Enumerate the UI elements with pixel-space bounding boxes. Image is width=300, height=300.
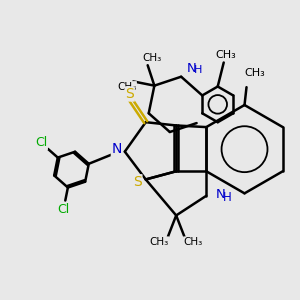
Text: CH₃: CH₃ (215, 50, 236, 59)
Text: N: N (216, 188, 225, 201)
Text: CH₃: CH₃ (184, 237, 203, 247)
Text: CH₃: CH₃ (142, 53, 162, 63)
Text: CH₃: CH₃ (117, 82, 136, 92)
Text: CH₃: CH₃ (149, 237, 169, 247)
Text: N: N (111, 142, 122, 156)
Text: Cl: Cl (35, 136, 47, 149)
Text: Cl: Cl (57, 203, 70, 216)
Text: CH₃: CH₃ (244, 68, 265, 78)
Text: H: H (194, 65, 202, 75)
Text: S: S (133, 175, 142, 189)
Text: H: H (223, 191, 232, 204)
Text: S: S (125, 87, 134, 101)
Text: N: N (187, 62, 197, 75)
